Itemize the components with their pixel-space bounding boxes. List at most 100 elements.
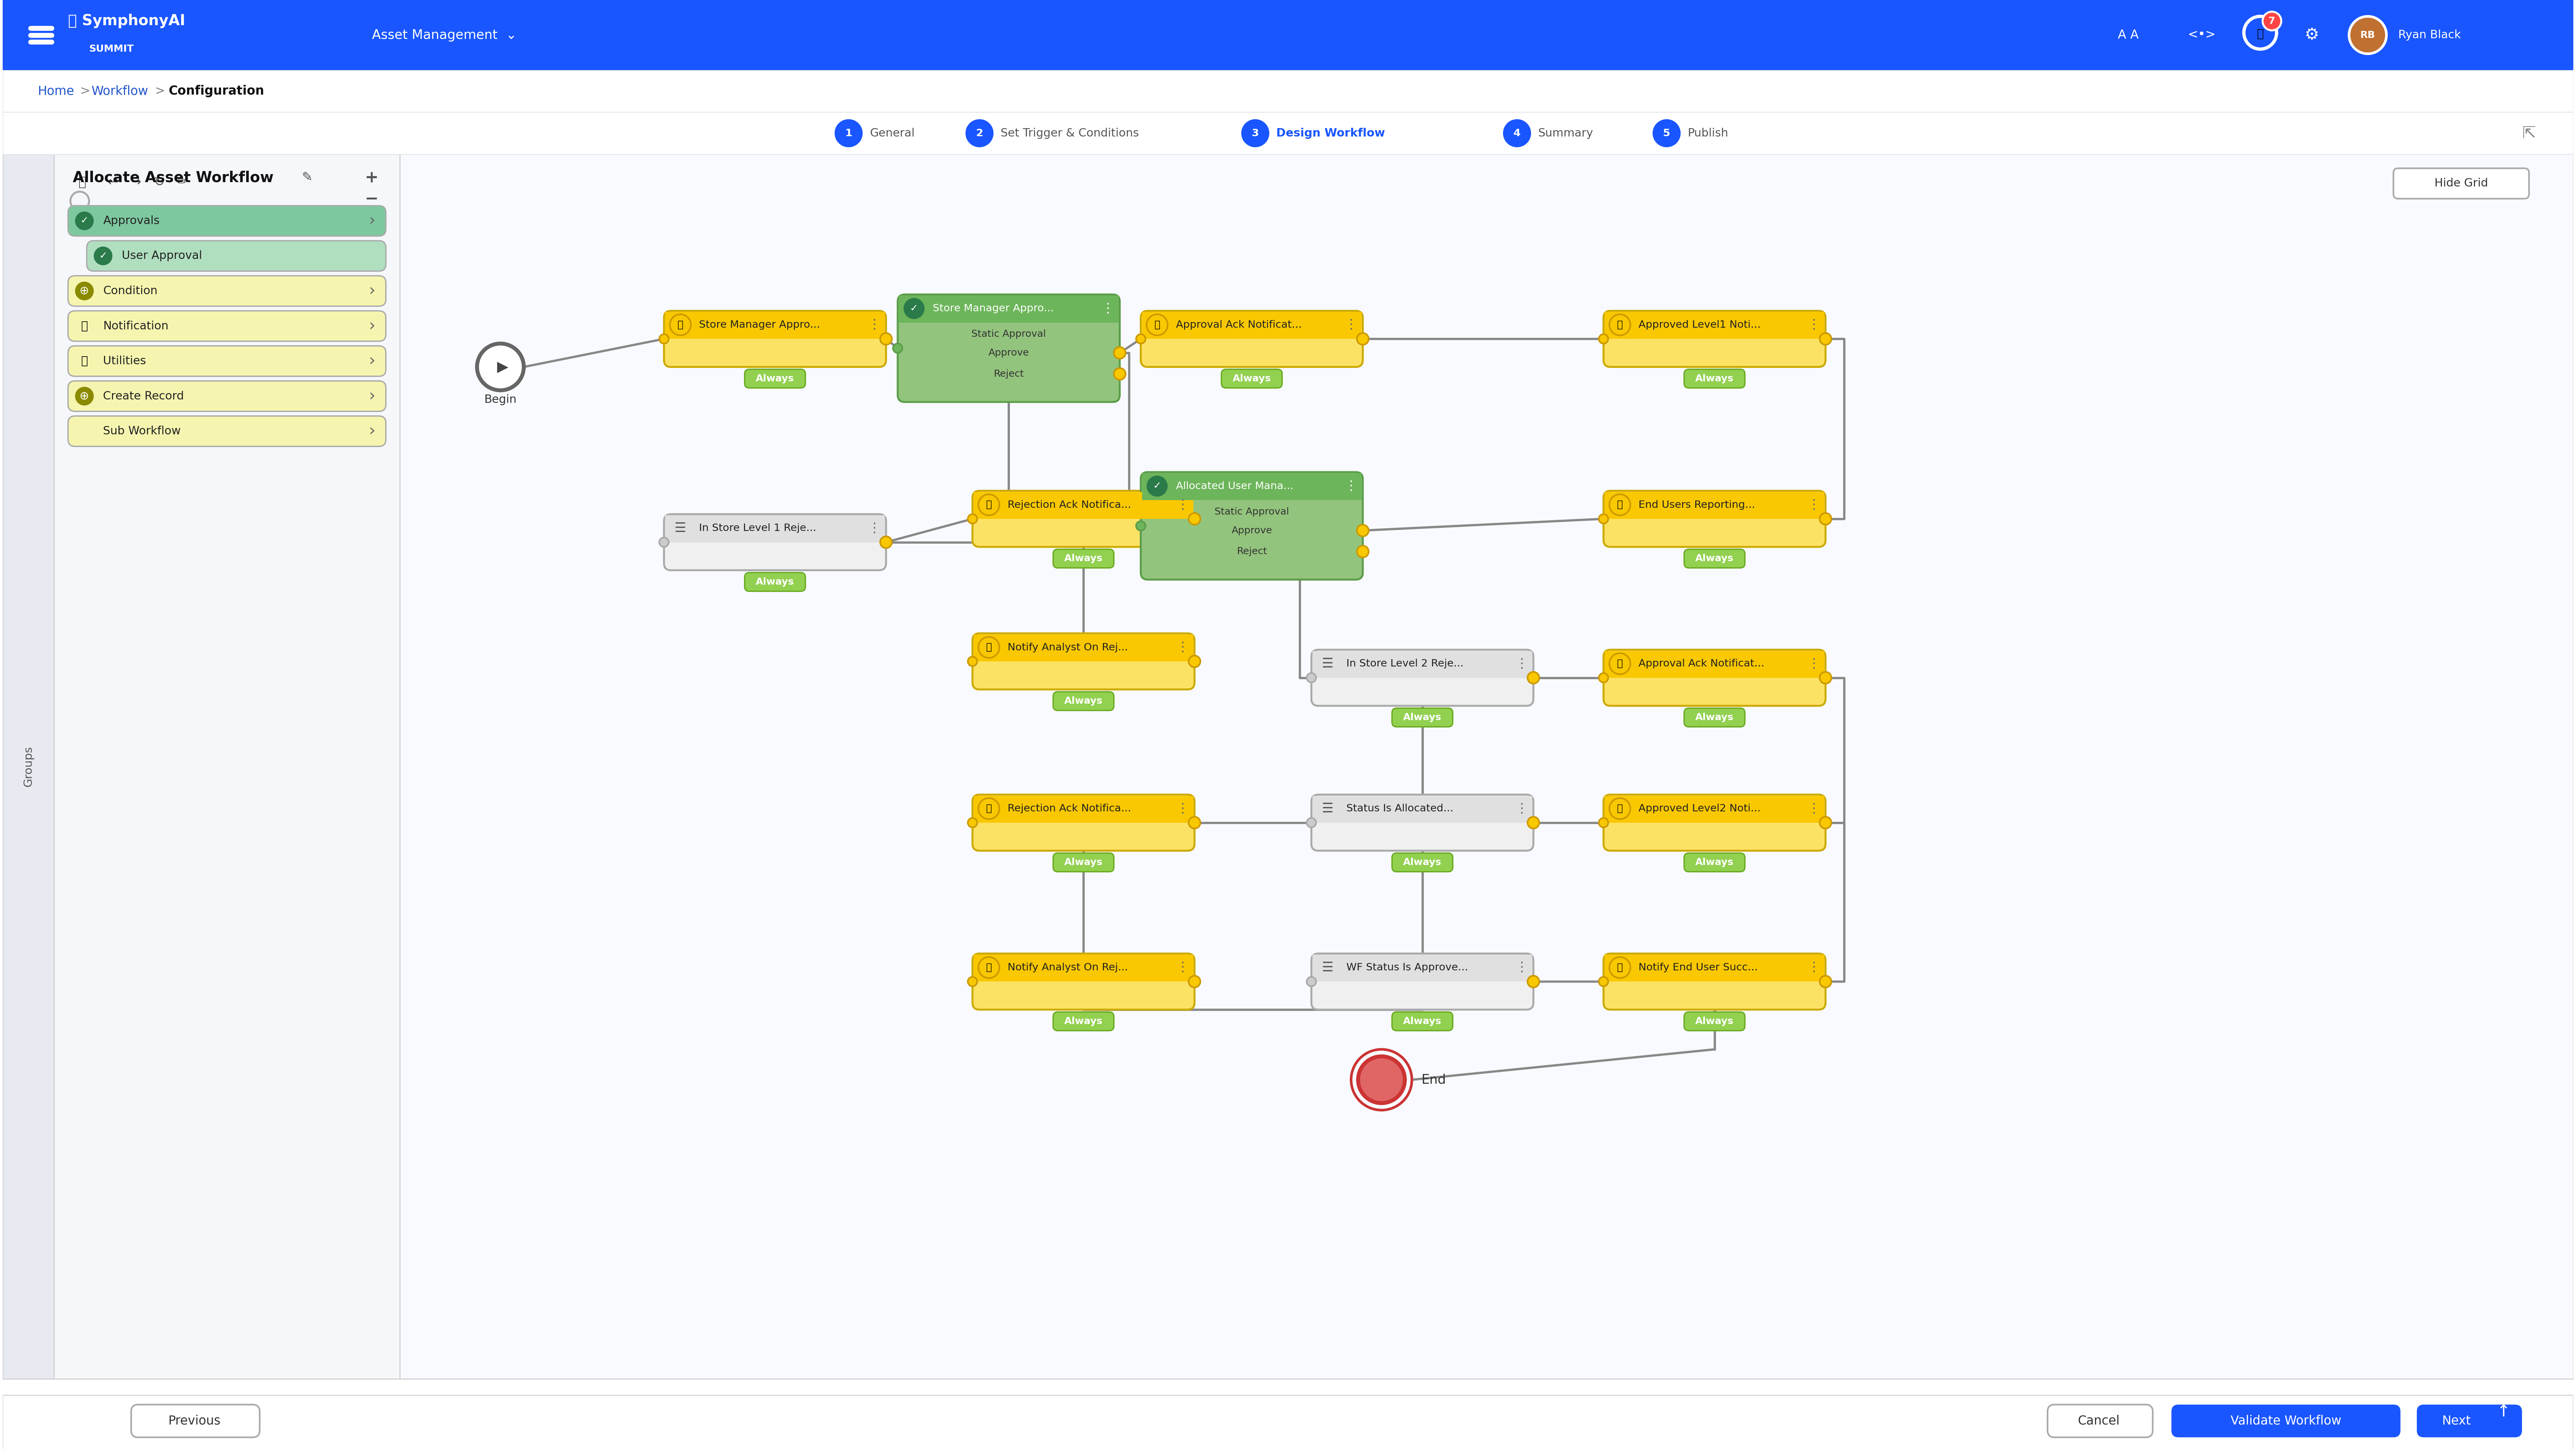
Text: Ryan Black: Ryan Black (2398, 29, 2460, 41)
Circle shape (75, 281, 93, 300)
Text: ✓: ✓ (1154, 481, 1162, 491)
Text: ☰: ☰ (675, 522, 685, 535)
Text: Always: Always (1695, 374, 1734, 384)
FancyBboxPatch shape (1391, 709, 1453, 727)
Text: WF Status Is Approve...: WF Status Is Approve... (1347, 962, 1468, 972)
Text: In Store Level 2 Reje...: In Store Level 2 Reje... (1347, 659, 1463, 668)
Text: Approved Level1 Noti...: Approved Level1 Noti... (1638, 320, 1762, 330)
FancyBboxPatch shape (1054, 853, 1113, 872)
Text: A A: A A (2117, 29, 2138, 41)
Text: ⋮: ⋮ (1177, 498, 1190, 511)
Text: ›: › (368, 283, 376, 298)
Circle shape (1188, 817, 1200, 829)
Text: ↪: ↪ (131, 175, 142, 188)
FancyBboxPatch shape (974, 491, 1195, 546)
Bar (1314, 955, 1533, 981)
Bar (1605, 493, 1824, 519)
Text: ⋮: ⋮ (1808, 658, 1821, 669)
Circle shape (969, 514, 976, 523)
Text: Rejection Ack Notifica...: Rejection Ack Notifica... (1007, 804, 1131, 813)
Circle shape (1819, 975, 1832, 987)
Text: End: End (1422, 1074, 1445, 1087)
Text: Approval Ack Notificat...: Approval Ack Notificat... (1638, 659, 1765, 668)
Circle shape (1819, 333, 1832, 345)
Text: Static Approval: Static Approval (971, 329, 1046, 339)
Text: ⋮: ⋮ (868, 319, 881, 332)
Text: 2: 2 (976, 129, 984, 138)
Text: Always: Always (1695, 858, 1734, 867)
Circle shape (1600, 819, 1607, 827)
Text: 🔔: 🔔 (987, 964, 992, 972)
Text: Always: Always (1404, 713, 1443, 722)
Text: Store Manager Appro...: Store Manager Appro... (933, 304, 1054, 313)
Bar (1605, 955, 1824, 981)
Circle shape (1136, 335, 1146, 343)
Text: Always: Always (1695, 1017, 1734, 1026)
Text: 🔔: 🔔 (2257, 29, 2264, 39)
FancyBboxPatch shape (131, 1404, 260, 1437)
Circle shape (1600, 335, 1607, 343)
Text: Approve: Approve (989, 348, 1028, 358)
Text: Always: Always (1695, 554, 1734, 564)
Text: ⊕: ⊕ (80, 391, 90, 401)
Text: >: > (155, 85, 165, 97)
Bar (54, 154, 399, 1379)
FancyBboxPatch shape (1685, 853, 1744, 872)
Text: Notification: Notification (103, 320, 167, 332)
Circle shape (1502, 119, 1530, 148)
Bar (3, 154, 54, 1379)
Circle shape (659, 335, 670, 343)
Bar (1141, 312, 1363, 339)
Text: ▶: ▶ (497, 359, 507, 374)
FancyBboxPatch shape (1054, 691, 1113, 710)
Text: ⋮: ⋮ (1808, 319, 1821, 332)
Text: Store Manager Appro...: Store Manager Appro... (698, 320, 819, 330)
FancyBboxPatch shape (67, 206, 386, 236)
Circle shape (1358, 546, 1368, 558)
FancyBboxPatch shape (1685, 1011, 1744, 1030)
Text: Always: Always (1064, 697, 1103, 706)
FancyBboxPatch shape (665, 312, 886, 367)
Text: ⇱: ⇱ (2522, 125, 2535, 141)
Bar (974, 493, 1193, 519)
Circle shape (670, 314, 690, 335)
Text: ✓: ✓ (80, 216, 88, 226)
Text: ⋮: ⋮ (1177, 803, 1190, 814)
Bar (974, 955, 1193, 981)
Text: User Approval: User Approval (121, 251, 201, 261)
Text: 🔔: 🔔 (987, 643, 992, 652)
Text: Groups: Groups (23, 746, 33, 787)
FancyBboxPatch shape (1141, 472, 1363, 580)
Text: Sub Workflow: Sub Workflow (103, 426, 180, 436)
Text: ⋮: ⋮ (1345, 319, 1358, 332)
Bar (1605, 796, 1824, 823)
Text: Always: Always (755, 577, 793, 587)
Circle shape (1610, 653, 1631, 674)
FancyBboxPatch shape (1221, 369, 1283, 388)
Text: Summary: Summary (1538, 128, 1592, 139)
Text: Reject: Reject (1236, 546, 1267, 556)
Circle shape (1146, 314, 1167, 335)
Text: Next: Next (2442, 1414, 2470, 1427)
Text: 🔔: 🔔 (1618, 500, 1623, 510)
Text: 3: 3 (1252, 129, 1260, 138)
Text: 1: 1 (845, 129, 853, 138)
FancyBboxPatch shape (1311, 794, 1533, 851)
Text: Asset Management  ⌄: Asset Management ⌄ (371, 29, 518, 42)
Text: ⚙: ⚙ (2306, 28, 2318, 43)
FancyBboxPatch shape (1602, 794, 1826, 851)
Bar (1314, 651, 1533, 678)
Text: Configuration: Configuration (167, 85, 265, 97)
Text: ⎘: ⎘ (77, 175, 85, 188)
Text: SUMMIT: SUMMIT (90, 45, 134, 54)
Text: ⋮: ⋮ (1515, 961, 1528, 974)
Circle shape (881, 536, 891, 548)
FancyBboxPatch shape (974, 794, 1195, 851)
Bar (399, 154, 2573, 1379)
Circle shape (1358, 1056, 1404, 1103)
Circle shape (75, 387, 93, 406)
FancyBboxPatch shape (1311, 649, 1533, 706)
Text: ↩: ↩ (108, 175, 118, 188)
Text: Notify Analyst On Rej...: Notify Analyst On Rej... (1007, 962, 1128, 972)
Text: Always: Always (1404, 858, 1443, 867)
